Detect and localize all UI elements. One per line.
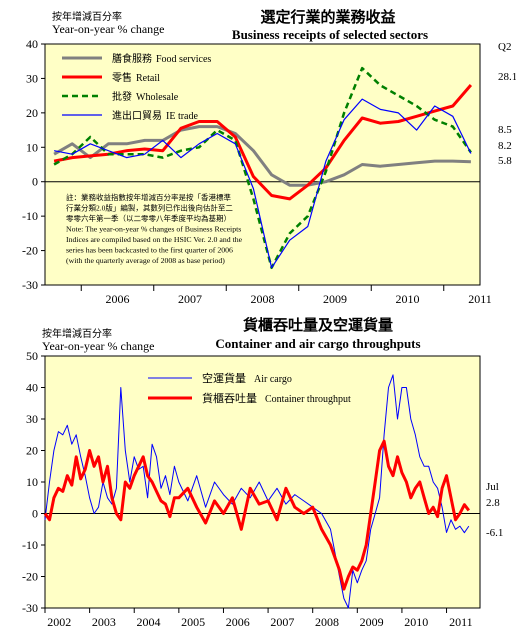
chart2-year-label: 2005 (181, 615, 205, 629)
chart1-end-value-label: 5.8 (498, 155, 512, 167)
chart2-year-label: 2009 (360, 615, 384, 629)
chart1-y-tick-label: 40 (26, 37, 38, 51)
chart1-end-value-label: 8.2 (498, 140, 512, 152)
chart1-note-line: 行業分類2.0版」編製，其數列已作出後向估計至二 (66, 203, 233, 213)
chart1-y-tick-label: -20 (22, 244, 38, 258)
chart1-ylabel-zh: 按年增減百分率 (52, 10, 122, 23)
chart1-year-label: 2008 (251, 292, 275, 306)
chart1-legend-label-zh: 膳食服務 (112, 52, 152, 65)
chart2-end-value-label: -6.1 (486, 527, 503, 539)
chart1-year-label: 2010 (396, 292, 420, 306)
chart2-year-label: 2008 (315, 615, 339, 629)
chart1-y-tick-label: 0 (32, 175, 38, 189)
chart2-legend-label-en: Air cargo (254, 374, 292, 385)
chart2-end-value-label: Jul (486, 481, 499, 493)
chart1-series-line-retail (53, 84, 473, 201)
chart1-y-tick-label: -10 (22, 209, 38, 223)
chart1-y-tick-label: 10 (26, 140, 38, 154)
chart2-year-label: 2006 (226, 615, 250, 629)
chart2-y-tick-label: 30 (26, 412, 38, 426)
chart1-end-value-label: Q2 (498, 41, 511, 53)
chart1-title-en: Business receipts of selected sectors (232, 27, 428, 42)
chart1-year-label: 2007 (178, 292, 202, 306)
chart2-y-tick-label: 20 (26, 444, 38, 458)
chart1-note-line: series has been backcasted to the first … (66, 246, 233, 255)
chart2-y-tick-label: -30 (22, 601, 38, 615)
chart1-series-line-food-services (53, 125, 471, 187)
chart1-note-line: Note: The year-on-year % changes of Busi… (66, 225, 241, 234)
chart2-year-label: 2003 (92, 615, 116, 629)
chart1-end-value-label: 28.1 (498, 71, 516, 83)
chart2-title-zh: 貨櫃吞吐量及空運貨量 (243, 316, 393, 334)
chart2-ylabel-en: Year-on-year % change (42, 339, 155, 353)
chart2-legend-label-en: Container throughput (265, 394, 351, 405)
chart2-legend-label-zh: 貨櫃吞吐量 (202, 391, 257, 405)
chart2-series-line-air-cargo (44, 374, 470, 609)
chart1-legend-label-zh: 進出口貿易 (112, 109, 162, 122)
chart1-ylabel-en: Year-on-year % change (52, 22, 165, 36)
chart2-title-en: Container and air cargo throughputs (215, 336, 420, 351)
chart2-year-label: 2002 (47, 615, 71, 629)
chart2-year-label: 2010 (404, 615, 428, 629)
chart2-y-tick-label: -20 (22, 570, 38, 584)
chart1-note-line: (with the quarterly average of 2008 as b… (66, 256, 225, 265)
chart1-year-label: 2006 (106, 292, 130, 306)
chart1-note-line: Indices are compiled based on the HSIC V… (66, 235, 243, 244)
chart2-y-tick-label: 10 (26, 475, 38, 489)
chart2-series-line-container-throughput (43, 439, 470, 591)
chart1-note-line: 零零六年第一季（以二零零八年季度平均為基期） (66, 213, 231, 223)
chart1-legend-label-zh: 零售 (112, 71, 132, 84)
chart1-legend-label-zh: 批發 (112, 90, 132, 103)
chart1-y-tick-label: 20 (26, 106, 38, 120)
chart1-year-label: 2009 (323, 292, 347, 306)
chart2-year-label: 2007 (270, 615, 294, 629)
chart2-y-tick-label: 50 (26, 349, 38, 363)
chart2-y-tick-label: 0 (32, 507, 38, 521)
chart2-year-label: 2004 (137, 615, 161, 629)
chart1-year-label: 2011 (468, 292, 492, 306)
chart2-legend-label-zh: 空運貨量 (202, 371, 246, 385)
chart1-note-line: 註：業務收益指數按年增減百分率是按「香港標準 (66, 192, 231, 202)
chart1-y-tick-label: -30 (22, 278, 38, 292)
chart1-legend-label-en: Food services (156, 54, 211, 65)
chart1-legend-label-en: Retail (136, 73, 160, 84)
chart2-year-label: 2011 (449, 615, 473, 629)
chart1-legend-label-en: Wholesale (136, 92, 179, 103)
chart2-end-value-label: 2.8 (486, 497, 500, 509)
chart1-title-zh: 選定行業的業務收益 (260, 8, 395, 26)
chart1-series-line-wholesale (53, 66, 472, 270)
chart1-y-tick-label: 30 (26, 71, 38, 85)
chart1-legend-label-en: IE trade (166, 111, 198, 122)
chart2-ylabel-zh: 按年增減百分率 (42, 327, 112, 340)
chart2-y-tick-label: -10 (22, 538, 38, 552)
chart1-series-line-ie-trade (53, 98, 472, 269)
chart1-end-value-label: 8.5 (498, 124, 512, 136)
chart2-y-tick-label: 40 (26, 381, 38, 395)
